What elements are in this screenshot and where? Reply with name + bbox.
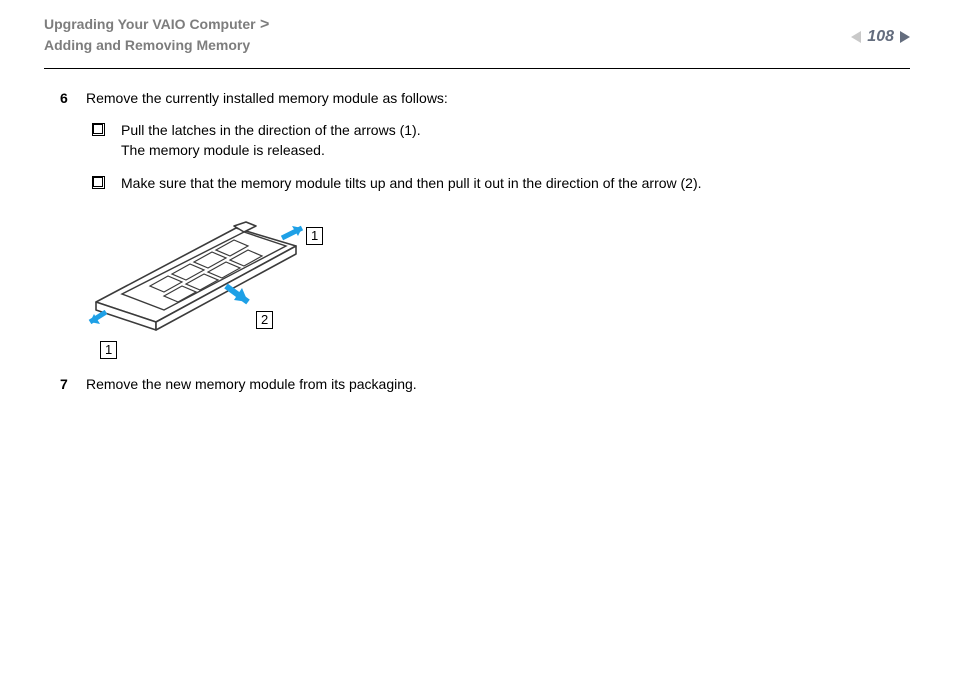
step-body: Remove the currently installed memory mo… — [86, 89, 910, 207]
arrow-1-top — [282, 226, 302, 238]
step-6: 6 Remove the currently installed memory … — [60, 89, 910, 207]
memory-module-figure: 1 2 1 — [86, 216, 910, 362]
bullet-icon — [92, 123, 103, 134]
sub-item-text: Pull the latches in the direction of the… — [121, 121, 421, 160]
breadcrumb-section[interactable]: Upgrading Your VAIO Computer — [44, 16, 256, 32]
sub-item-text: Make sure that the memory module tilts u… — [121, 174, 702, 194]
breadcrumb-subsection[interactable]: Adding and Removing Memory — [44, 36, 269, 55]
sub-item-a: Pull the latches in the direction of the… — [86, 121, 910, 160]
callout-1-bottom: 1 — [100, 341, 117, 359]
page-number: 108 — [867, 28, 894, 46]
step-text: Remove the new memory module from its pa… — [86, 375, 910, 395]
arrow-1-bottom — [90, 312, 106, 324]
arrow-2 — [226, 286, 248, 302]
page-content: 6 Remove the currently installed memory … — [0, 69, 954, 395]
prev-page-icon[interactable] — [851, 31, 861, 43]
page-header: Upgrading Your VAIO Computer > Adding an… — [0, 0, 954, 62]
memory-module-svg — [86, 216, 326, 356]
page-nav: 108 — [851, 14, 910, 46]
sub-list: Pull the latches in the direction of the… — [86, 121, 910, 194]
next-page-icon[interactable] — [900, 31, 910, 43]
breadcrumb-separator: > — [260, 16, 269, 33]
step-number: 6 — [60, 89, 86, 109]
step-7: 7 Remove the new memory module from its … — [60, 375, 910, 395]
callout-1-top: 1 — [306, 227, 323, 245]
step-number: 7 — [60, 375, 86, 395]
breadcrumb-line1: Upgrading Your VAIO Computer > — [44, 14, 269, 36]
callout-2: 2 — [256, 311, 273, 329]
sub-item-b: Make sure that the memory module tilts u… — [86, 174, 910, 194]
breadcrumb: Upgrading Your VAIO Computer > Adding an… — [44, 14, 269, 54]
sub-a-line1: Pull the latches in the direction of the… — [121, 121, 421, 141]
step-text: Remove the currently installed memory mo… — [86, 89, 910, 109]
bullet-icon — [92, 176, 103, 187]
sub-a-line2: The memory module is released. — [121, 141, 421, 161]
